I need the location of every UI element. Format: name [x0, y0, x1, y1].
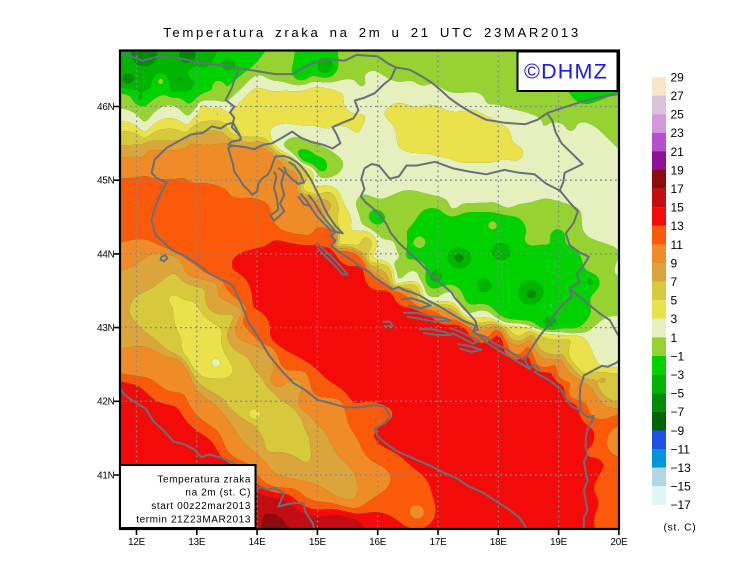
- svg-text:41N: 41N: [97, 470, 114, 481]
- svg-text:−17: −17: [671, 498, 692, 512]
- svg-text:18E: 18E: [490, 537, 507, 548]
- svg-text:Temperatura zraka: Temperatura zraka: [157, 474, 251, 485]
- svg-text:17E: 17E: [430, 537, 447, 548]
- svg-text:12E: 12E: [128, 537, 145, 548]
- svg-text:−13: −13: [671, 461, 692, 475]
- svg-text:16E: 16E: [369, 537, 386, 548]
- svg-text:3: 3: [671, 312, 678, 326]
- svg-text:termin 21Z23MAR2013: termin 21Z23MAR2013: [136, 515, 251, 526]
- svg-text:14E: 14E: [249, 537, 266, 548]
- svg-text:−9: −9: [671, 424, 685, 438]
- svg-text:−1: −1: [671, 349, 685, 363]
- svg-text:9: 9: [671, 256, 678, 270]
- svg-text:17: 17: [671, 182, 685, 196]
- svg-text:−3: −3: [671, 368, 685, 382]
- svg-text:43N: 43N: [97, 323, 114, 334]
- svg-text:13E: 13E: [188, 537, 205, 548]
- svg-text:Temperatura zraka na 2m u 21 U: Temperatura zraka na 2m u 21 UTC 23MAR20…: [163, 25, 581, 40]
- svg-text:11: 11: [671, 238, 684, 252]
- svg-text:−5: −5: [671, 387, 685, 401]
- svg-text:na 2m (st. C): na 2m (st. C): [185, 488, 251, 499]
- svg-text:23: 23: [671, 126, 685, 140]
- svg-text:46N: 46N: [97, 102, 114, 113]
- svg-text:19: 19: [671, 163, 685, 177]
- svg-text:27: 27: [671, 89, 685, 103]
- svg-text:7: 7: [671, 275, 678, 289]
- svg-text:start 00z22mar2013: start 00z22mar2013: [151, 501, 251, 512]
- svg-text:29: 29: [671, 70, 685, 84]
- svg-text:−7: −7: [671, 405, 685, 419]
- svg-text:42N: 42N: [97, 397, 114, 408]
- svg-text:5: 5: [671, 294, 678, 308]
- svg-text:13: 13: [671, 219, 685, 233]
- svg-text:15E: 15E: [309, 537, 326, 548]
- svg-text:25: 25: [671, 108, 685, 122]
- svg-text:(st. C): (st. C): [664, 523, 697, 534]
- svg-text:1: 1: [671, 331, 678, 345]
- svg-text:19E: 19E: [550, 537, 567, 548]
- svg-text:−11: −11: [671, 442, 691, 456]
- svg-text:21: 21: [671, 145, 685, 159]
- svg-text:20E: 20E: [610, 537, 627, 548]
- svg-text:−15: −15: [671, 480, 692, 494]
- svg-text:44N: 44N: [97, 249, 114, 260]
- svg-text:©DHMZ: ©DHMZ: [524, 60, 608, 84]
- svg-text:45N: 45N: [97, 176, 114, 187]
- svg-text:15: 15: [671, 201, 685, 215]
